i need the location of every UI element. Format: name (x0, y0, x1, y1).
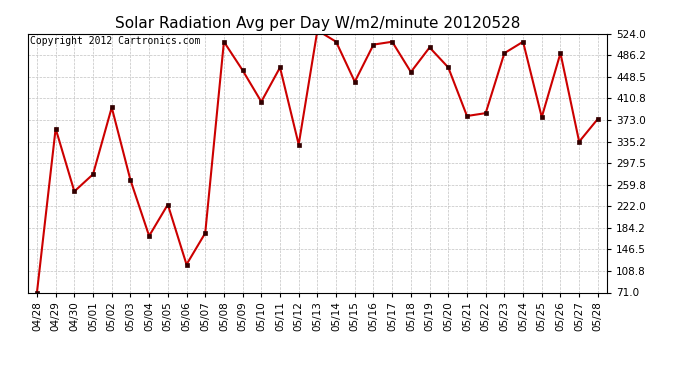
Text: Copyright 2012 Cartronics.com: Copyright 2012 Cartronics.com (30, 36, 201, 46)
Title: Solar Radiation Avg per Day W/m2/minute 20120528: Solar Radiation Avg per Day W/m2/minute … (115, 16, 520, 31)
